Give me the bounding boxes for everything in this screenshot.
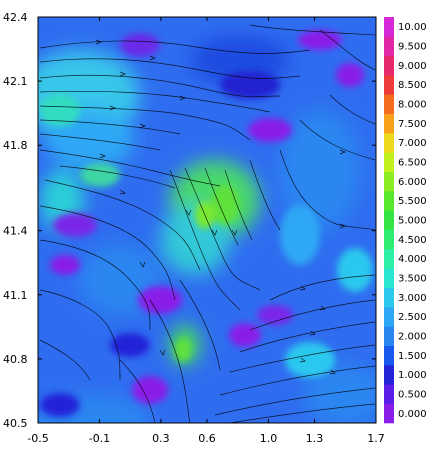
colorbar-swatch [384, 345, 394, 366]
colorbar-label: 8.500 [398, 80, 427, 91]
colorbar-swatch [384, 268, 394, 288]
colorbar-swatch [384, 191, 394, 211]
y-tick-label: 42.4 [3, 11, 28, 24]
map-area [38, 17, 376, 423]
colorbar-label: 9.000 [398, 61, 427, 72]
x-tick-labels: -0.5 -0.1 0.3 0.6 1.0 1.3 1.7 [27, 432, 384, 445]
colorbar-label: 10.00 [398, 22, 427, 33]
colorbar-swatch [384, 210, 394, 230]
colorbar-label: 4.500 [398, 235, 427, 246]
colorbar-label: 1.000 [398, 370, 427, 381]
y-axis: 40.5 40.8 41.1 41.4 41.8 42.1 42.4 [3, 11, 376, 430]
x-tick-label: -0.1 [89, 432, 110, 445]
colorbar-swatch [384, 152, 394, 172]
colorbar-swatch [384, 365, 394, 385]
colorbar-swatch [384, 384, 394, 404]
colorbar-swatch [384, 403, 394, 424]
colorbar-label: 8.000 [398, 100, 427, 111]
colorbar-label: 0.500 [398, 390, 427, 401]
colorbar-swatch [384, 113, 394, 134]
field-shading-patches [40, 30, 373, 417]
colorbar-swatch [384, 171, 394, 192]
colorbar: 0.000 0.500 1.000 1.500 2.000 2.500 3.000 3.500… [384, 17, 427, 424]
colorbar-swatch [384, 133, 394, 153]
x-tick-label: 1.0 [260, 432, 278, 445]
colorbar-swatch [384, 36, 394, 56]
colorbar-label: 5.000 [398, 216, 427, 227]
colorbar-swatch [384, 307, 394, 327]
streamlines [39, 24, 376, 423]
colorbar-labels: 0.000 0.500 1.000 1.500 2.000 2.500 3.000 3.500… [398, 22, 427, 420]
colorbar-label: 3.000 [398, 293, 427, 304]
x-tick-label: 1.3 [306, 432, 324, 445]
y-tick-label: 41.4 [3, 225, 28, 238]
colorbar-label: 7.000 [398, 138, 427, 149]
colorbar-label: 1.500 [398, 351, 427, 362]
colorbar-label: 9.500 [398, 42, 427, 53]
x-tick-label: 0.6 [198, 432, 216, 445]
x-tick-marks [37, 17, 377, 423]
streamline-arrows [95, 39, 346, 375]
y-tick-label: 40.8 [3, 353, 28, 366]
colorbar-label: 7.500 [398, 119, 427, 130]
colorbar-swatch [384, 326, 394, 346]
x-tick-label: -0.5 [27, 432, 48, 445]
y-tick-label: 41.1 [3, 289, 28, 302]
colorbar-label: 6.500 [398, 158, 427, 169]
y-tick-marks [38, 16, 376, 424]
x-tick-label: 0.3 [152, 432, 170, 445]
colorbar-label: 3.500 [398, 274, 427, 285]
x-tick-label: 1.7 [367, 432, 385, 445]
y-tick-labels: 40.5 40.8 41.1 41.4 41.8 42.1 42.4 [3, 11, 28, 430]
colorbar-swatch [384, 75, 394, 95]
x-axis: -0.5 -0.1 0.3 0.6 1.0 1.3 1.7 [27, 17, 385, 445]
colorbar-label: 2.500 [398, 312, 427, 323]
colorbar-swatch [384, 287, 394, 308]
colorbar-swatch [384, 55, 394, 76]
colorbar-swatch [384, 229, 394, 250]
colorbar-label: 6.000 [398, 177, 427, 188]
colorbar-label: 4.000 [398, 254, 427, 265]
y-tick-label: 42.1 [3, 75, 28, 88]
colorbar-swatch [384, 94, 394, 114]
colorbar-label: 2.000 [398, 332, 427, 343]
colorbar-swatch [384, 249, 394, 269]
colorbar-swatch [384, 17, 394, 37]
colorbar-label: 5.500 [398, 196, 427, 207]
y-tick-label: 41.8 [3, 139, 28, 152]
y-tick-label: 40.5 [3, 417, 28, 430]
colorbar-swatches [384, 17, 394, 424]
colorbar-label: 0.000 [398, 409, 427, 420]
